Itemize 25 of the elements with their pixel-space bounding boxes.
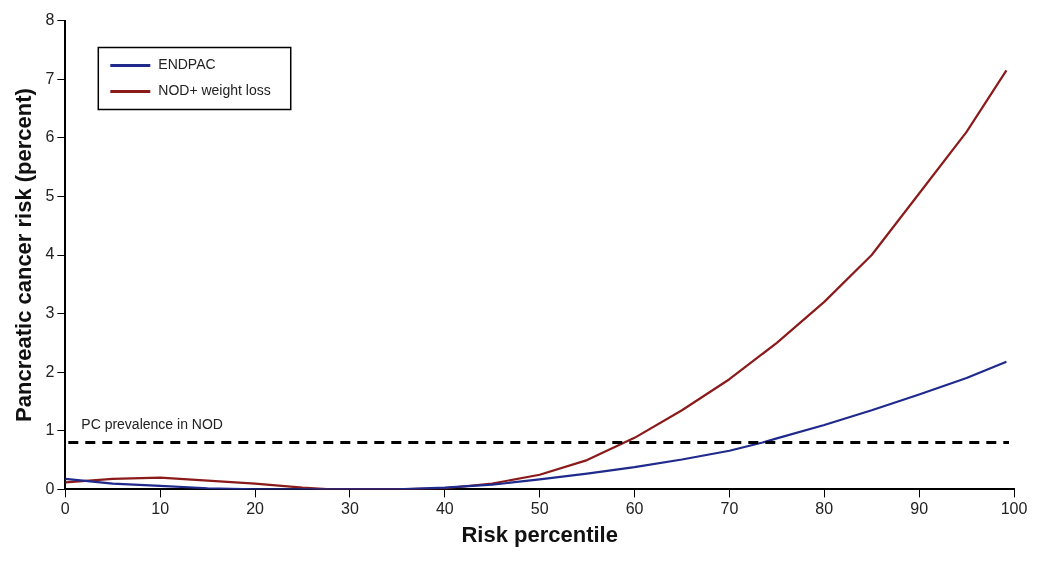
y-tick-label: 6 — [45, 128, 55, 146]
x-tick-label: 90 — [910, 500, 929, 518]
y-tick-label: 3 — [45, 304, 55, 322]
x-tick-label: 40 — [435, 500, 454, 518]
x-tick-label: 80 — [815, 500, 834, 518]
y-tick-label: 0 — [45, 479, 55, 497]
y-axis-title: Pancreatic cancer risk (percent) — [11, 88, 37, 422]
x-tick-label: 50 — [530, 500, 549, 518]
y-tick-label: 2 — [45, 362, 55, 380]
legend-label: ENDPAC — [158, 56, 216, 73]
y-tick-label: 8 — [45, 11, 55, 29]
y-tick-label: 4 — [45, 245, 55, 263]
y-tick-label: 1 — [45, 421, 55, 439]
x-tick-label: 100 — [1000, 500, 1028, 518]
x-tick-label: 20 — [246, 500, 265, 518]
ref-line-label: PC prevalence in NOD — [81, 416, 223, 433]
y-tick-label: 7 — [45, 69, 55, 87]
x-tick-label: 70 — [720, 500, 739, 518]
y-tick-label: 5 — [45, 186, 55, 204]
x-tick-label: 10 — [151, 500, 170, 518]
legend-label: NOD+ weight loss — [158, 82, 271, 99]
x-tick-label: 30 — [341, 500, 359, 518]
x-axis-title: Risk percentile — [461, 521, 618, 547]
x-tick-label: 0 — [60, 500, 70, 518]
x-tick-label: 60 — [625, 500, 644, 518]
